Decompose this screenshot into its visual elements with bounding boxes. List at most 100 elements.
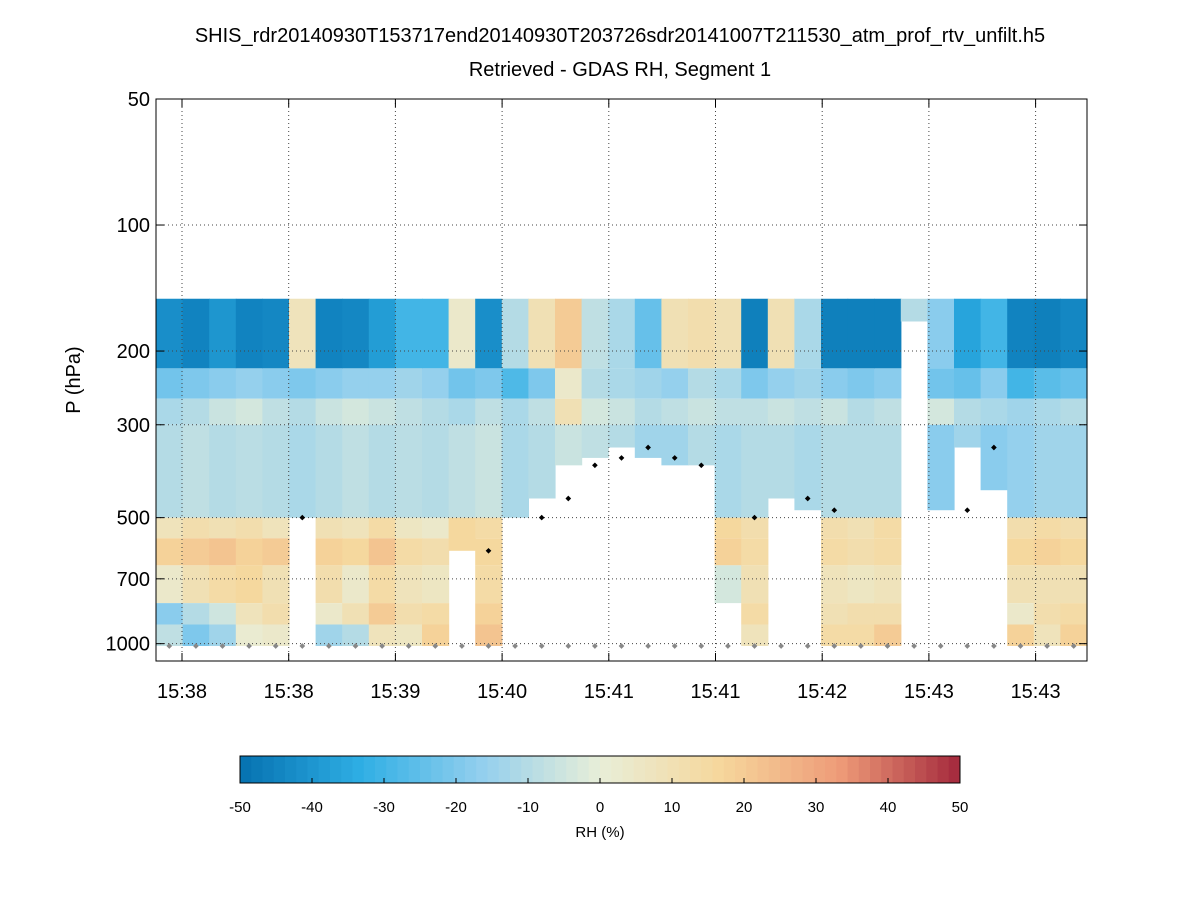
heatmap-cell — [315, 424, 343, 518]
colorbar-swatch — [656, 756, 668, 783]
heatmap-cell — [1007, 368, 1035, 399]
heatmap-cell — [209, 603, 237, 625]
heatmap-cell — [422, 398, 450, 425]
colorbar-swatch — [825, 756, 837, 783]
colorbar-tick-label: 30 — [808, 799, 825, 816]
x-axis: 15:38 15:38 15:39 15:40 15:41 15:41 15:42 15:43… — [157, 99, 1061, 703]
colorbar-swatch — [690, 756, 702, 783]
heatmap-cell — [1007, 603, 1035, 625]
heatmap-cell — [235, 368, 263, 399]
heatmap-cell — [368, 603, 396, 625]
cloud-top-marker — [485, 547, 492, 554]
colorbar-swatch — [915, 756, 927, 783]
heatmap-cell — [235, 538, 263, 566]
colorbar-swatch — [712, 756, 725, 783]
heatmap-cell — [874, 624, 902, 647]
heatmap-cell — [156, 398, 184, 425]
heatmap-cell — [448, 517, 476, 551]
cloud-top-marker — [618, 455, 625, 461]
heatmap-cell — [156, 424, 184, 518]
heatmap-cell — [475, 624, 503, 647]
heatmap-cell — [342, 517, 370, 539]
heatmap-cell — [262, 517, 290, 539]
colorbar-swatch — [476, 756, 488, 783]
heatmap-cell — [395, 398, 423, 425]
heatmap-cell — [209, 368, 237, 399]
heatmap-cell — [874, 424, 902, 518]
heatmap-cell — [235, 298, 263, 369]
x-tick-label: 15:43 — [1011, 681, 1061, 703]
x-tick-label: 15:41 — [690, 681, 740, 703]
colorbar-swatch — [723, 756, 736, 783]
surface-marker — [193, 643, 199, 649]
heatmap-cell — [235, 424, 263, 518]
heatmap-cell — [900, 298, 928, 322]
x-tick-label: 15:40 — [477, 681, 527, 703]
heatmap-cell — [661, 298, 689, 369]
surface-marker — [352, 643, 359, 649]
cloud-top-marker — [698, 462, 705, 469]
heatmap-cell — [289, 368, 317, 399]
colorbar-swatch — [442, 756, 455, 783]
colorbar-swatch — [903, 756, 916, 783]
heatmap-cell — [395, 603, 423, 625]
heatmap-cell — [209, 298, 237, 369]
heatmap-cell — [821, 565, 849, 604]
heatmap-cell — [448, 368, 476, 399]
heatmap-cell — [422, 538, 450, 566]
x-tick-label: 15:38 — [264, 681, 314, 703]
heatmap-cell — [395, 298, 423, 369]
colorbar-swatch — [240, 756, 252, 783]
colorbar-swatch — [791, 756, 803, 783]
heatmap-cell — [1007, 538, 1035, 566]
heatmap-cell — [315, 398, 343, 425]
colorbar-swatch — [858, 756, 871, 783]
heatmap-cell — [1007, 398, 1035, 425]
heatmap-cell — [581, 368, 609, 399]
colorbar-swatch — [375, 756, 387, 783]
heatmap-cell — [448, 298, 476, 369]
heatmap-cell — [847, 424, 875, 518]
colorbar-swatch — [397, 756, 410, 783]
chart-title: SHIS_rdr20140930T153717end20140930T20372… — [195, 25, 1045, 47]
heatmap-cell — [847, 538, 875, 566]
y-axis: 50 100 200 300 500 700 1000 — [106, 89, 1087, 656]
heatmap-cell — [368, 565, 396, 604]
heatmap-cell — [475, 517, 503, 539]
surface-marker — [512, 643, 518, 649]
x-tick-label: 15:38 — [157, 681, 207, 703]
heatmap-cell — [1007, 517, 1035, 539]
heatmap-cell — [368, 624, 396, 647]
heatmap-cell — [475, 398, 503, 425]
heatmap-cell — [874, 368, 902, 399]
heatmap-cell — [209, 624, 237, 647]
heatmap-cell — [395, 424, 423, 518]
cloud-top-marker — [991, 444, 997, 451]
heatmap-cell — [581, 298, 609, 369]
surface-marker — [1044, 643, 1050, 649]
heatmap-cell — [315, 517, 343, 539]
colorbar-swatch — [363, 756, 376, 783]
colorbar-swatch — [341, 756, 353, 783]
heatmap-cell — [501, 398, 529, 425]
heatmap-cell — [1060, 298, 1088, 369]
cloud-top-marker — [565, 495, 572, 502]
heatmap-cell — [1033, 368, 1061, 399]
colorbar-swatch — [352, 756, 365, 783]
heatmap-cell — [714, 368, 742, 399]
colorbar-swatch — [588, 756, 601, 783]
colorbar-tick-label: -50 — [229, 799, 251, 816]
heatmap-cell — [847, 565, 875, 604]
heatmap-cell — [634, 424, 662, 458]
heatmap-cell — [1060, 517, 1088, 539]
heatmap-cell — [1033, 424, 1061, 518]
heatmap-cell — [1007, 565, 1035, 604]
heatmap-cell — [927, 398, 955, 425]
colorbar-swatch — [768, 756, 781, 783]
heatmap-cell — [1060, 538, 1088, 566]
heatmap-cell — [262, 624, 290, 647]
heatmap-cell — [927, 424, 955, 511]
heatmap-cell — [475, 368, 503, 399]
colorbar-tick-label: 10 — [664, 799, 681, 816]
colorbar-swatch — [633, 756, 646, 783]
